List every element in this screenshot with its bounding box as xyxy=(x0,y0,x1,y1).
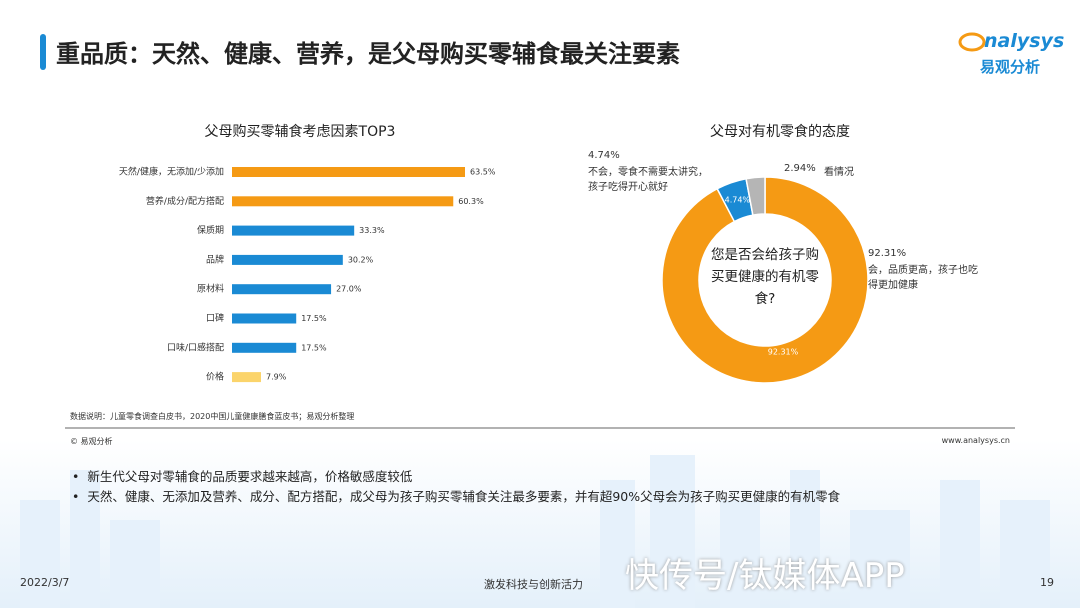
donut-slice xyxy=(745,176,766,216)
category-label: 价格 xyxy=(206,371,224,383)
value-label: 60.3% xyxy=(458,197,484,206)
watermark: 快传号/钛媒体APP xyxy=(625,556,905,596)
bullet-text: 新生代父母对零辅食的品质要求越来越高，价格敏感度较低 xyxy=(87,469,413,484)
category-label: 原材料 xyxy=(197,283,224,295)
footer-slogan: 激发科技与创新活力 xyxy=(484,578,583,591)
value-label: 33.3% xyxy=(359,226,385,235)
bullet-list: • 新生代父母对零辅食的品质要求越来越高，价格敏感度较低 • 天然、健康、无添加… xyxy=(72,467,840,507)
category-label: 品牌 xyxy=(206,253,224,265)
bullet: • 天然、健康、无添加及营养、成分、配方搭配，成父母为孩子购买零辅食关注最多要素… xyxy=(72,489,841,504)
outer-category-label: 看情况 xyxy=(824,167,854,178)
website: www.analysys.cn xyxy=(941,436,1010,445)
footer-date: 2022/3/7 xyxy=(20,576,70,589)
logo-en: nalysys xyxy=(984,30,1065,52)
donut-slice xyxy=(661,176,869,384)
bar xyxy=(232,284,332,295)
source-note: 数据说明：儿童零食调查白皮书，2020中国儿童健康膳食蓝皮书；易观分析整理 xyxy=(70,412,355,421)
bar xyxy=(232,313,297,324)
value-label: 27.0% xyxy=(336,285,362,294)
donut-center-text: 您是否会给孩子购买更健康的有机零食? xyxy=(711,247,819,307)
category-label: 口味/口感搭配 xyxy=(167,341,224,353)
logo-cn: 易观分析 xyxy=(980,58,1041,76)
chart-title: 父母对有机零食的态度 xyxy=(710,123,850,140)
value-label: 17.5% xyxy=(301,314,327,323)
outer-value-label: 2.94% xyxy=(784,163,816,174)
bullet: • 新生代父母对零辅食的品质要求越来越高，价格敏感度较低 xyxy=(72,469,413,484)
value-label: 30.2% xyxy=(348,255,374,264)
category-label: 保质期 xyxy=(197,224,224,236)
outer-value-label: 4.74% xyxy=(588,150,620,161)
category-label: 营养/成分/配方搭配 xyxy=(146,195,224,207)
slice-label: 4.74% xyxy=(725,196,751,205)
outer-category-label: 不会，零食不需要太讲究，孩子吃得开心就好 xyxy=(588,167,708,193)
logo-swoosh xyxy=(958,32,986,52)
copyright: © 易观分析 xyxy=(70,437,113,446)
bar xyxy=(232,167,465,177)
slice-label: 92.31% xyxy=(768,348,799,357)
value-label: 63.5% xyxy=(470,168,496,177)
bullet-text: 天然、健康、无添加及营养、成分、配方搭配，成父母为孩子购买零辅食关注最多要素，并… xyxy=(87,489,841,504)
bar xyxy=(232,196,454,207)
category-label: 口碑 xyxy=(206,312,224,324)
bar xyxy=(232,342,297,353)
charts: 父母购买零辅食考虑因素TOP3 天然/健康，无添加/少添加 63.5% 营养/成分/配… xyxy=(119,123,869,384)
bar xyxy=(232,372,261,383)
value-label: 7.9% xyxy=(266,373,287,382)
chart-title: 父母购买零辅食考虑因素TOP3 xyxy=(205,123,396,140)
outer-value-label: 92.31% xyxy=(868,248,907,259)
outer-category-label: 会，品质更高，孩子也吃得更加健康 xyxy=(868,265,978,291)
bar xyxy=(232,225,355,236)
page-number: 19 xyxy=(1040,576,1054,589)
title-accent xyxy=(40,34,46,70)
bar xyxy=(232,254,343,265)
slide-title: 重品质：天然、健康、营养，是父母购买零辅食最关注要素 xyxy=(56,40,680,68)
category-label: 天然/健康，无添加/少添加 xyxy=(119,166,224,178)
value-label: 17.5% xyxy=(301,343,327,352)
